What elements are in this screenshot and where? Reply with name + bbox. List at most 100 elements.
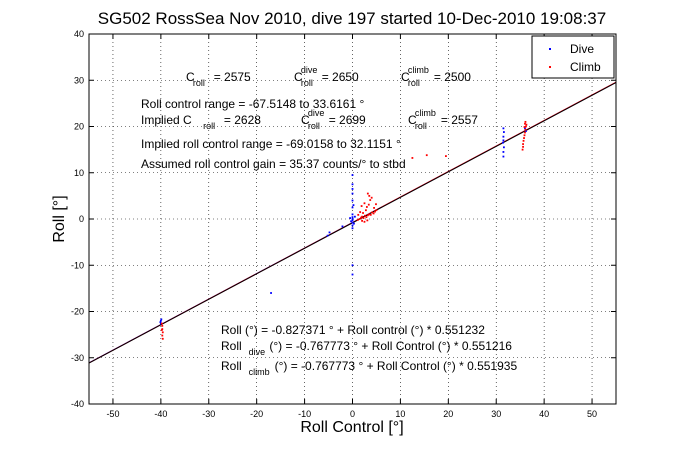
data-point bbox=[366, 214, 369, 217]
data-point bbox=[502, 127, 505, 130]
data-point bbox=[523, 137, 525, 139]
implied-c-roll-term-subscript: roll bbox=[203, 121, 215, 131]
data-point bbox=[502, 155, 505, 158]
data-point bbox=[351, 264, 354, 267]
y-tick-label: 30 bbox=[74, 75, 84, 85]
c-roll-term-symbol: C bbox=[186, 70, 195, 84]
data-point bbox=[356, 219, 359, 221]
data-point bbox=[364, 214, 366, 217]
data-point bbox=[351, 206, 354, 209]
data-point bbox=[159, 321, 162, 324]
implied-range-text: Implied roll control range = -69.0158 to… bbox=[141, 137, 401, 151]
data-point bbox=[270, 292, 272, 294]
data-point bbox=[351, 227, 354, 230]
data-point bbox=[524, 128, 527, 131]
data-point bbox=[351, 219, 354, 222]
data-point bbox=[425, 154, 428, 157]
data-point bbox=[349, 217, 352, 219]
data-point bbox=[371, 211, 374, 214]
data-point bbox=[522, 145, 524, 148]
data-point bbox=[361, 219, 363, 222]
data-point bbox=[372, 212, 375, 215]
data-point bbox=[369, 213, 372, 216]
data-point bbox=[353, 215, 356, 218]
data-point bbox=[362, 212, 364, 214]
data-point bbox=[368, 213, 371, 216]
data-point bbox=[502, 135, 505, 138]
data-point bbox=[352, 204, 355, 207]
c-roll-term-subscript: roll bbox=[301, 78, 313, 88]
c-roll-term-value: = 2650 bbox=[322, 70, 359, 84]
data-point bbox=[365, 206, 368, 208]
data-point bbox=[525, 125, 527, 128]
y-tick-label: 20 bbox=[74, 122, 84, 132]
data-point bbox=[523, 126, 526, 128]
data-point bbox=[351, 218, 354, 220]
implied-c-roll-term-value: = 2699 bbox=[329, 113, 366, 127]
data-point bbox=[326, 234, 329, 237]
data-point bbox=[502, 146, 505, 149]
data-point bbox=[524, 131, 526, 134]
data-point bbox=[363, 202, 366, 205]
data-point bbox=[161, 331, 164, 334]
data-point bbox=[350, 220, 352, 223]
data-point bbox=[525, 123, 528, 126]
x-tick-label: 20 bbox=[443, 409, 453, 419]
x-tick-label: -30 bbox=[202, 409, 215, 419]
y-tick-label: -30 bbox=[71, 353, 84, 363]
data-point bbox=[375, 203, 377, 206]
data-point bbox=[445, 155, 447, 157]
implied-c-roll-term-superscript: climb bbox=[415, 108, 436, 118]
data-point bbox=[370, 196, 373, 199]
equation-climb-main: Roll bbox=[221, 359, 242, 373]
data-point bbox=[328, 231, 331, 234]
legend-marker bbox=[549, 48, 551, 50]
data-point bbox=[160, 329, 163, 331]
data-point bbox=[367, 203, 370, 206]
equation-dive-subscript: dive bbox=[249, 347, 266, 357]
data-point bbox=[366, 219, 369, 222]
data-point bbox=[502, 141, 504, 144]
data-point bbox=[365, 209, 367, 212]
x-tick-label: 10 bbox=[395, 409, 405, 419]
equation-climb-subscript: climb bbox=[249, 367, 270, 377]
data-point bbox=[159, 319, 162, 322]
data-point bbox=[161, 337, 164, 340]
data-point bbox=[351, 199, 354, 202]
implied-c-roll-term-symbol: C bbox=[408, 113, 417, 127]
implied-c-roll-term-value: = 2557 bbox=[441, 113, 478, 127]
y-tick-label: -20 bbox=[71, 307, 84, 317]
data-point bbox=[411, 157, 414, 159]
data-point bbox=[502, 139, 505, 142]
data-point bbox=[351, 221, 354, 224]
data-point bbox=[363, 220, 366, 223]
data-point bbox=[161, 324, 164, 327]
data-point bbox=[524, 122, 526, 125]
gain-text: Assumed roll control gain = 35.37 counts… bbox=[141, 157, 406, 171]
y-axis-label: Roll [°] bbox=[51, 195, 68, 242]
implied-c-roll-term-subscript: roll bbox=[308, 121, 320, 131]
legend-label: Climb bbox=[570, 60, 601, 74]
data-point bbox=[373, 207, 375, 209]
c-roll-term-subscript: roll bbox=[408, 78, 420, 88]
y-tick-label: -10 bbox=[71, 260, 84, 270]
data-point bbox=[361, 215, 363, 218]
implied-c-roll-term-superscript: dive bbox=[308, 108, 325, 118]
data-point bbox=[351, 174, 354, 176]
equation-dive-rest: (°) = -0.767773 ° + Roll Control (°) * 0… bbox=[269, 339, 512, 353]
data-point bbox=[353, 222, 355, 225]
data-point bbox=[160, 322, 163, 325]
c-roll-term-superscript: climb bbox=[408, 65, 429, 75]
x-tick-label: -40 bbox=[154, 409, 167, 419]
data-point bbox=[523, 134, 526, 137]
implied-c-roll-term-symbol: C bbox=[301, 113, 310, 127]
c-roll-term-subscript: roll bbox=[193, 78, 205, 88]
data-point bbox=[375, 209, 378, 212]
x-axis-label: Roll Control [°] bbox=[300, 419, 403, 436]
roll-control-range-text: Roll control range = -67.5148 to 33.6161… bbox=[141, 97, 364, 111]
c-roll-term-value: = 2575 bbox=[214, 70, 251, 84]
data-point bbox=[366, 192, 369, 195]
data-point bbox=[160, 318, 163, 321]
series-dive bbox=[159, 127, 527, 325]
data-point bbox=[351, 192, 354, 195]
